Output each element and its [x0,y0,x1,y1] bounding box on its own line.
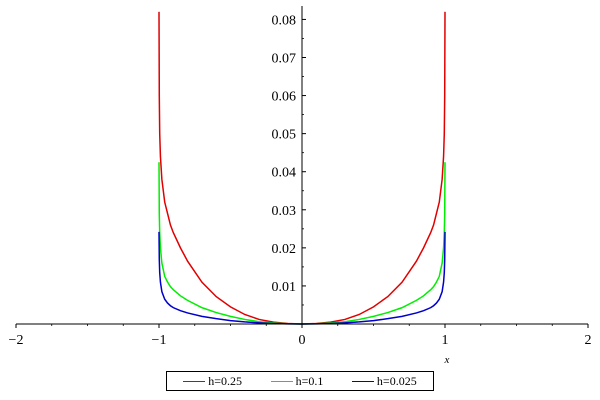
legend-item-1: h=0.1 [270,373,324,389]
x-tick-label-1: −1 [152,333,167,348]
y-tick-label-1: 0.02 [272,242,297,257]
x-tick-label-2: 0 [299,333,306,348]
y-tick-label-7: 0.08 [272,13,297,28]
x-axis-title: x [444,354,450,366]
y-tick-label-4: 0.05 [272,128,297,143]
legend-swatch-0 [183,380,206,382]
legend-item-2: h=0.025 [351,373,417,389]
legend-swatch-2 [351,380,374,382]
x-tick-label-0: −2 [9,333,24,348]
y-tick-label-3: 0.04 [272,166,297,181]
y-tick-label-2: 0.03 [272,204,297,219]
legend: h=0.25 h=0.1 h=0.025 [166,371,434,391]
axes: −2 −1 0 1 2 0.01 0.02 0.03 0.04 0.05 0.06 0.07 0.08 [9,6,592,348]
legend-label-2: h=0.025 [376,373,417,388]
legend-label-0: h=0.25 [208,373,243,388]
legend-item-0: h=0.25 [183,374,242,389]
y-tick-label-5: 0.06 [272,90,297,105]
x-tick-label-4: 2 [585,333,592,348]
y-tick-label-0: 0.01 [272,280,297,295]
legend-label-1: h=0.1 [295,373,324,388]
y-tick-label-6: 0.07 [272,51,297,66]
legend-swatch-1 [270,380,293,382]
x-tick-label-3: 1 [442,333,449,348]
